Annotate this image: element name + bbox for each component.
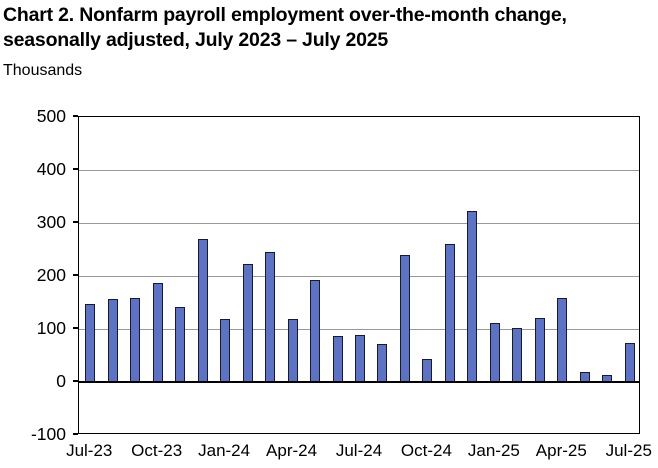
- bar-Mar-24: [265, 251, 276, 382]
- bar-Apr-25: [557, 298, 568, 382]
- bar-Jul-24: [355, 335, 365, 382]
- y-tick-label-0: 0: [56, 371, 66, 391]
- y-tick-mark--100: [73, 433, 78, 435]
- gridline-300: [79, 222, 639, 224]
- chart-title: Chart 2. Nonfarm payroll employment over…: [3, 3, 567, 53]
- y-tick-label-500: 500: [36, 106, 66, 126]
- bar-Dec-23: [197, 239, 208, 382]
- bar-Sep-23: [130, 298, 141, 382]
- y-tick-mark-0: [73, 380, 78, 382]
- bar-Aug-23: [107, 298, 118, 382]
- y-tick-mark-200: [73, 274, 78, 276]
- bar-Aug-24: [377, 344, 388, 382]
- y-tick-mark-400: [73, 168, 78, 170]
- bar-Sep-24: [399, 254, 410, 382]
- x-tick-label-Jul-25: Jul-25: [605, 441, 652, 460]
- bar-Feb-24: [242, 264, 253, 382]
- plot-area: [78, 116, 640, 434]
- bar-May-24: [310, 279, 321, 382]
- bar-Oct-23: [152, 283, 163, 382]
- y-tick-mark-500: [73, 115, 78, 117]
- x-tick-label-Jan-25: Jan-25: [467, 441, 520, 460]
- bar-Jul-25: [624, 343, 635, 382]
- bar-Feb-25: [512, 327, 523, 382]
- bar-Dec-24: [467, 210, 478, 382]
- bar-Jan-24: [220, 318, 231, 382]
- bar-Nov-23: [175, 307, 186, 382]
- x-tick-label-Oct-24: Oct-24: [400, 441, 452, 460]
- chart-title-line2: seasonally adjusted, July 2023 – July 20…: [3, 29, 389, 51]
- y-tick-mark-300: [73, 221, 78, 223]
- x-tick-label-Apr-25: Apr-25: [535, 441, 587, 460]
- y-tick-label-300: 300: [36, 212, 66, 232]
- y-tick-label--100: -100: [30, 424, 66, 444]
- x-tick-label-Jul-23: Jul-23: [66, 441, 113, 460]
- bar-Jan-25: [489, 323, 500, 382]
- x-tick-label-Jul-24: Jul-24: [335, 441, 383, 460]
- gridline-200: [79, 275, 639, 277]
- bar-Jul-23: [85, 303, 96, 382]
- bar-Nov-24: [444, 243, 455, 382]
- gridline-100: [79, 328, 639, 330]
- bar-Jun-24: [332, 335, 343, 382]
- y-tick-label-200: 200: [36, 265, 66, 285]
- y-axis-units-label: Thousands: [3, 62, 83, 79]
- bar-Apr-24: [287, 319, 298, 382]
- bar-Jun-25: [602, 374, 613, 382]
- x-tick-label-Oct-23: Oct-23: [131, 441, 183, 460]
- bar-Oct-24: [422, 358, 433, 382]
- x-tick-label-Jan-24: Jan-24: [198, 441, 251, 460]
- y-tick-mark-100: [73, 327, 78, 329]
- x-tick-label-Apr-24: Apr-24: [266, 441, 318, 460]
- bar-May-25: [579, 371, 590, 382]
- chart-title-line1: Chart 2. Nonfarm payroll employment over…: [3, 4, 567, 26]
- y-tick-label-100: 100: [36, 318, 66, 338]
- y-tick-label-400: 400: [36, 159, 66, 179]
- bar-Mar-25: [534, 318, 545, 382]
- zero-axis-line: [79, 381, 639, 383]
- gridline-400: [79, 169, 639, 171]
